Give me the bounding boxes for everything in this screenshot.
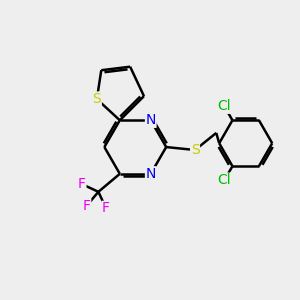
Text: N: N — [146, 167, 156, 181]
Text: Cl: Cl — [218, 173, 231, 187]
Text: Cl: Cl — [218, 99, 231, 113]
Text: F: F — [78, 177, 86, 191]
Text: F: F — [83, 199, 91, 213]
Text: S: S — [92, 92, 101, 106]
Text: F: F — [102, 201, 110, 215]
Text: N: N — [146, 113, 156, 127]
Text: S: S — [191, 143, 200, 157]
